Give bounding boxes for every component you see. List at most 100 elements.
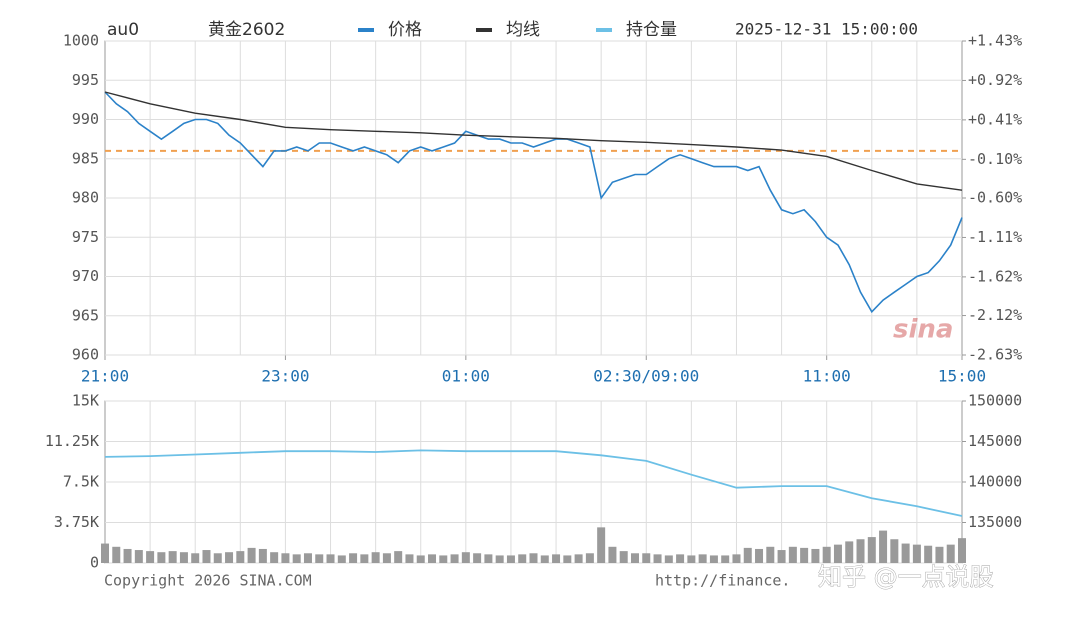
- y2-tick-label: +1.43%: [968, 32, 1022, 50]
- volume-bar: [608, 546, 617, 563]
- y-tick-label: 11.25K: [45, 432, 99, 450]
- x-tick-label: 11:00: [803, 367, 851, 386]
- volume-bar: [202, 550, 211, 563]
- volume-bar: [811, 548, 820, 563]
- volume-bar: [687, 555, 696, 563]
- volume-bar: [822, 546, 831, 563]
- footer-url: http://finance.: [655, 572, 790, 590]
- volume-bar: [112, 546, 121, 563]
- series-line: [104, 91, 963, 314]
- volume-bar: [777, 550, 786, 563]
- x-tick-label: 02:30/09:00: [593, 367, 699, 386]
- volume-bar: [958, 538, 966, 563]
- volume-bar: [721, 555, 730, 563]
- volume-bar: [439, 555, 448, 563]
- y-tick-label: 7.5K: [63, 473, 99, 491]
- volume-bar: [225, 552, 234, 563]
- y-tick-label: 990: [72, 110, 99, 128]
- y-tick-label: 980: [72, 189, 99, 207]
- logo: sina: [893, 315, 953, 345]
- copyright: Copyright 2026 SINA.COM: [104, 572, 312, 590]
- volume-bar: [258, 548, 267, 563]
- volume-bar: [698, 554, 707, 563]
- y2-tick-label: 140000: [968, 473, 1022, 491]
- y2-tick-label: -2.63%: [968, 346, 1022, 364]
- code: au0: [107, 20, 139, 40]
- volume-bar: [924, 545, 933, 563]
- volume-bar: [461, 552, 470, 563]
- volume-bar: [833, 544, 842, 563]
- x-tick-label: 01:00: [442, 367, 490, 386]
- volume-bar: [901, 543, 910, 563]
- volume-bar: [326, 554, 335, 563]
- volume-bar: [529, 553, 538, 563]
- volume-bar: [168, 551, 177, 563]
- volume-bar: [912, 544, 921, 563]
- y-tick-label: 0: [90, 554, 99, 572]
- volume-bar: [303, 553, 312, 563]
- series-line: [104, 449, 963, 517]
- volume-bar: [845, 541, 854, 563]
- volume-bar: [495, 555, 504, 563]
- volume-bar: [337, 555, 346, 563]
- volume-bar: [890, 539, 899, 563]
- volume-bar: [709, 555, 718, 563]
- y2-tick-label: 135000: [968, 513, 1022, 531]
- y-tick-label: 975: [72, 228, 99, 246]
- volume-bar: [416, 555, 425, 563]
- timestamp: 2025-12-31 15:00:00: [735, 20, 918, 39]
- volume-bar: [236, 551, 245, 563]
- volume-bar: [315, 554, 324, 563]
- y-tick-label: 960: [72, 346, 99, 364]
- volume-bar: [766, 546, 775, 563]
- volume-bar: [743, 547, 752, 563]
- y2-tick-label: +0.92%: [968, 71, 1022, 89]
- volume-bar: [405, 554, 414, 563]
- volume-bar: [157, 552, 166, 563]
- series-line: [104, 91, 963, 191]
- volume-bar: [563, 555, 572, 563]
- volume-bar: [574, 554, 583, 563]
- volume-bar: [867, 537, 876, 563]
- volume-bar: [506, 555, 515, 563]
- y2-tick-label: 145000: [968, 432, 1022, 450]
- y2-tick-label: -2.12%: [968, 306, 1022, 324]
- y-tick-label: 985: [72, 149, 99, 167]
- volume-bar: [630, 553, 639, 563]
- volume-bar: [101, 543, 109, 563]
- volume-bar: [473, 553, 482, 563]
- chart-title: 黄金2602: [208, 20, 285, 40]
- x-tick-label: 15:00: [938, 367, 986, 386]
- y2-tick-label: -1.62%: [968, 267, 1022, 285]
- volume-bar: [146, 551, 155, 563]
- volume-bar: [619, 551, 628, 563]
- x-tick-label: 23:00: [261, 367, 309, 386]
- volume-bar: [585, 553, 594, 563]
- volume-bar: [676, 554, 685, 563]
- volume-bar: [394, 551, 403, 563]
- volume-bar: [935, 546, 944, 563]
- volume-bar: [755, 548, 764, 563]
- volume-bar: [270, 552, 279, 563]
- y-tick-label: 15K: [72, 392, 99, 410]
- volume-bar: [213, 553, 222, 563]
- volume-bar: [518, 554, 527, 563]
- volume-bar: [123, 548, 132, 563]
- volume-bar: [191, 553, 200, 563]
- volume-bar: [450, 554, 459, 563]
- y2-tick-label: 150000: [968, 392, 1022, 410]
- volume-bar: [800, 547, 809, 563]
- volume-bar: [382, 553, 391, 563]
- volume-bar: [879, 530, 888, 563]
- watermark: 知乎 @一点说股: [818, 563, 994, 591]
- volume-bar: [653, 554, 662, 563]
- volume-bar: [540, 555, 549, 563]
- volume-bar: [552, 554, 561, 563]
- volume-bar: [371, 552, 380, 563]
- y2-tick-label: -1.11%: [968, 228, 1022, 246]
- y-tick-label: 970: [72, 267, 99, 285]
- volume-bar: [281, 553, 290, 563]
- y2-tick-label: -0.10%: [968, 150, 1022, 168]
- y2-tick-label: -0.60%: [968, 189, 1022, 207]
- volume-bar: [732, 554, 741, 563]
